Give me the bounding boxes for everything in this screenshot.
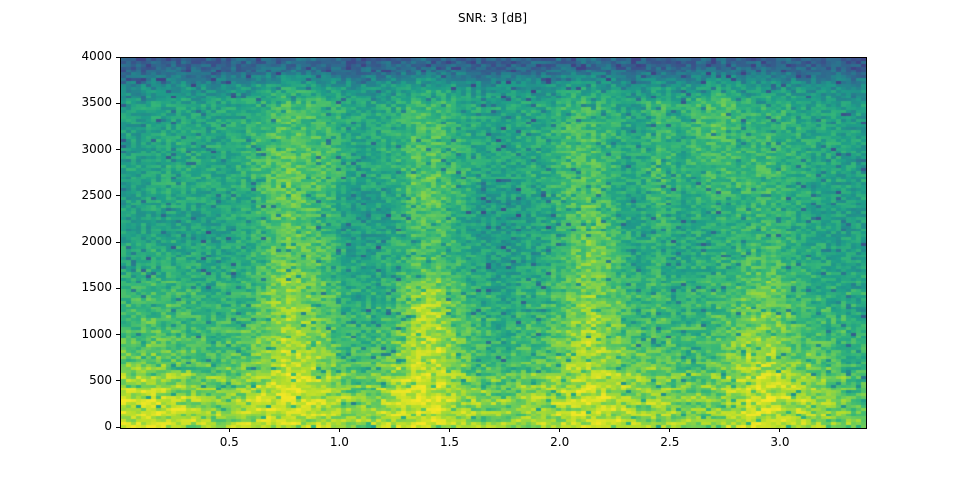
y-tick-mark — [116, 149, 120, 150]
x-tick-mark — [669, 428, 671, 432]
y-tick-label: 2500 — [81, 187, 112, 202]
y-tick-label: 4000 — [81, 49, 112, 63]
y-tick-mark — [116, 426, 120, 428]
y-tick-label: 1000 — [81, 326, 112, 341]
x-tick-mark — [228, 428, 230, 432]
y-tick-label: 0 — [104, 419, 112, 433]
y-tick-mark — [116, 195, 120, 197]
x-tick-mark — [559, 428, 561, 432]
y-tick-mark — [116, 102, 120, 104]
y-tick-mark — [116, 287, 120, 289]
y-tick-label: 3500 — [81, 95, 112, 110]
y-tick-label: 1500 — [81, 280, 112, 295]
x-tick-label: 2.0 — [550, 435, 570, 449]
x-tick-label: 2.5 — [660, 435, 680, 449]
x-tick-mark — [779, 428, 781, 432]
y-tick-mark — [116, 334, 120, 335]
spectrogram-canvas — [121, 58, 866, 428]
x-tick-mark — [338, 428, 340, 432]
x-tick-label: 1.5 — [439, 435, 460, 449]
x-tick-label: 3.0 — [770, 435, 790, 449]
chart-title: SNR: 3 [dB] — [457, 11, 528, 25]
y-tick-mark — [116, 241, 120, 243]
y-tick-label: 500 — [89, 372, 112, 387]
y-tick-mark — [116, 56, 120, 58]
x-tick-label: 0.5 — [219, 435, 239, 449]
y-tick-mark — [116, 380, 120, 382]
y-tick-label: 2000 — [81, 234, 112, 248]
x-tick-label: 1.0 — [329, 435, 349, 449]
x-tick-mark — [449, 428, 451, 432]
plot-area — [120, 57, 867, 429]
y-tick-label: 3000 — [81, 141, 112, 156]
